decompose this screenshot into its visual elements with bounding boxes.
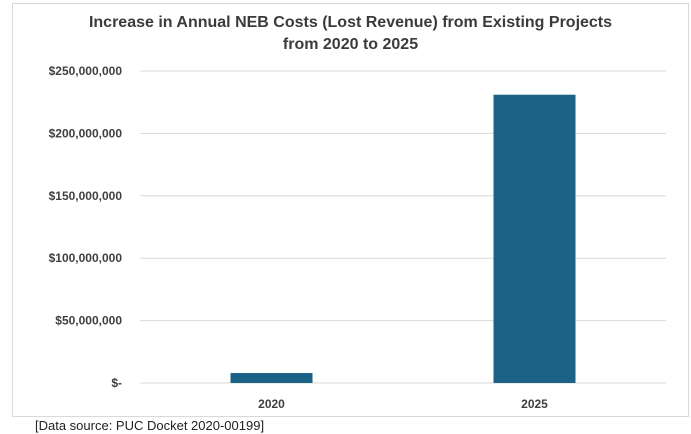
chart-title: Increase in Annual NEB Costs (Lost Reven…: [12, 12, 689, 56]
y-tick-label: $200,000,000: [49, 126, 123, 140]
y-tick-label: $100,000,000: [49, 251, 123, 265]
x-axis-labels: 2020 2025: [258, 397, 548, 411]
data-source-note: [Data source: PUC Docket 2020-00199]: [35, 418, 265, 433]
chart-frame: [12, 3, 689, 417]
y-tick-label: $150,000,000: [49, 189, 123, 203]
x-tick-label: 2020: [258, 397, 285, 411]
bars: [230, 94, 576, 383]
gridlines: [140, 70, 666, 384]
x-tick-label: 2025: [521, 397, 548, 411]
y-tick-label: $-: [111, 376, 122, 390]
bar-2020: [230, 373, 313, 383]
y-axis-labels: $- $50,000,000 $100,000,000 $150,000,000 $20…: [49, 64, 123, 390]
chart-title-line-1: Increase in Annual NEB Costs (Lost Reven…: [88, 14, 613, 31]
bar-2025: [493, 94, 576, 383]
y-tick-label: $250,000,000: [49, 64, 123, 78]
y-tick-label: $50,000,000: [55, 314, 122, 328]
chart-title-line-2: from 2020 to 2025: [282, 36, 419, 53]
